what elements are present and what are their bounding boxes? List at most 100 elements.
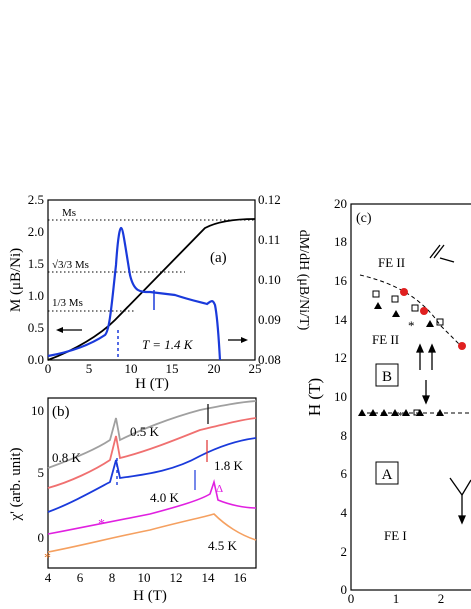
panel-c-xticks: 0 1 2 <box>348 591 445 606</box>
tick: 15 <box>166 361 179 376</box>
panel-b-label: (b) <box>52 404 70 420</box>
panel-c-frame <box>350 203 471 591</box>
curve-label-4-5k: 4.5 K <box>208 538 238 553</box>
point-triangle <box>436 409 444 416</box>
region-a-box <box>375 461 399 485</box>
tick: 1 <box>393 591 400 606</box>
triangle-marker: Δ <box>216 483 223 495</box>
tick: 2.5 <box>28 192 44 207</box>
curve-label-1-8k: 1.8 K <box>214 458 244 473</box>
tick: 0 <box>341 582 348 597</box>
curve-label-0-5k: 0.5 K <box>130 424 160 439</box>
tick: 2 <box>438 591 445 606</box>
tick: 2 <box>341 544 348 559</box>
panel-c-ylabel: H (T) <box>305 378 324 416</box>
left-arrowhead <box>56 327 63 333</box>
panel-b-ylabel: χ' (arb. unit) <box>8 447 24 521</box>
curve-0-8k <box>47 417 257 489</box>
region-a: A <box>382 467 393 483</box>
curve-4-5k <box>47 513 257 553</box>
tick: 0.11 <box>258 232 280 247</box>
point-square <box>391 295 399 303</box>
panel-a: Ms √3/3 Ms 1/3 Ms (a) T = 1.4 K 0 5 10 1… <box>8 192 311 392</box>
panel-a-label: (a) <box>210 250 227 266</box>
tick: 0.12 <box>258 192 281 207</box>
tick: 0 <box>38 530 45 545</box>
tick: 4 <box>341 505 348 520</box>
point-triangle <box>402 409 410 416</box>
tick: 8 <box>109 570 116 585</box>
tick: 12 <box>334 350 347 365</box>
tick: 4 <box>45 570 52 585</box>
point-triangle <box>380 409 388 416</box>
tick: 10 <box>31 403 44 418</box>
tick: 8 <box>341 428 348 443</box>
panel-b: * * Δ (b) 0.5 K 0.8 K 1.8 K 4.0 K 4.5 K … <box>8 397 257 604</box>
point-star: * <box>408 318 415 333</box>
tick: 0.5 <box>28 320 44 335</box>
low-field-points: * <box>358 409 444 422</box>
region-b-box <box>375 363 399 387</box>
point-triangle <box>392 310 400 317</box>
panel-b-xticks: 4 6 8 10 12 14 16 <box>45 570 247 585</box>
tick: 5 <box>38 465 45 480</box>
tick: 20 <box>208 361 221 376</box>
star-marker-4-5k: * <box>44 551 51 566</box>
annotation-third-ms: 1/3 Ms <box>52 297 83 309</box>
region-fe2-upper: FE II <box>378 255 405 270</box>
tick: 16 <box>334 273 348 288</box>
right-arrowhead <box>241 337 248 343</box>
region-b: B <box>382 369 392 385</box>
annotation-ms: Ms <box>62 207 76 219</box>
tick: 0 <box>348 591 355 606</box>
tick: 20 <box>334 196 347 211</box>
point-square <box>372 290 380 298</box>
tick: 6 <box>341 466 348 481</box>
annotation-sqrt3-ms: √3/3 Ms <box>52 259 89 271</box>
dmdh-curve <box>47 226 222 361</box>
curve-1-8k <box>47 437 257 513</box>
panel-b-xlabel: H (T) <box>133 588 167 604</box>
tick: 25 <box>249 361 262 376</box>
point-triangle <box>416 409 424 416</box>
tick: 14 <box>202 570 216 585</box>
point-circle <box>458 342 466 350</box>
tick: 6 <box>77 570 84 585</box>
point-square <box>436 318 444 326</box>
tick: 10 <box>334 389 347 404</box>
panel-a-xlabel: H (T) <box>135 376 169 392</box>
region-fe2-lower: FE II <box>372 332 399 347</box>
panel-b-frame <box>47 397 257 569</box>
tick: 1.0 <box>28 288 44 303</box>
tick: 12 <box>170 570 183 585</box>
tick: 0.08 <box>258 352 281 367</box>
temperature-label: T = 1.4 K <box>142 337 194 352</box>
panel-c: * * <box>305 196 471 606</box>
tick: 10 <box>125 361 138 376</box>
tick: 16 <box>234 570 248 585</box>
tick: 0.09 <box>258 312 281 327</box>
curve-0-5k <box>47 400 257 469</box>
region-fe1: FE I <box>384 528 407 543</box>
point-circle <box>400 288 408 296</box>
point-triangle <box>391 409 399 416</box>
boundary-upper <box>359 274 466 351</box>
curve-4-0k <box>47 479 257 535</box>
spin-arrows-a <box>449 477 471 525</box>
curve-label-4-0k: 4.0 K <box>150 490 180 505</box>
panel-c-label: (c) <box>356 211 372 226</box>
point-triangle <box>374 302 382 309</box>
point-triangle <box>358 409 366 416</box>
tick: 0.10 <box>258 272 281 287</box>
tick: 5 <box>86 361 93 376</box>
panel-a-ylabel-right: dM/dH (μB/Ni/T) <box>296 230 311 331</box>
panel-b-yticks: 0 5 10 <box>31 403 44 545</box>
panel-a-yticks-right: 0.08 0.09 0.10 0.11 0.12 <box>258 192 281 367</box>
tick: 14 <box>334 312 348 327</box>
point-square <box>413 409 420 416</box>
point-triangle <box>426 320 434 327</box>
point-triangle <box>369 409 377 416</box>
panel-a-xticks: 0 5 10 15 20 25 <box>45 361 262 376</box>
spin-arrows-fe2 <box>429 244 455 263</box>
